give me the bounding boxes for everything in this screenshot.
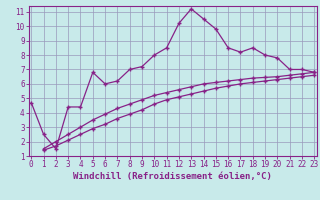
X-axis label: Windchill (Refroidissement éolien,°C): Windchill (Refroidissement éolien,°C) (73, 172, 272, 181)
